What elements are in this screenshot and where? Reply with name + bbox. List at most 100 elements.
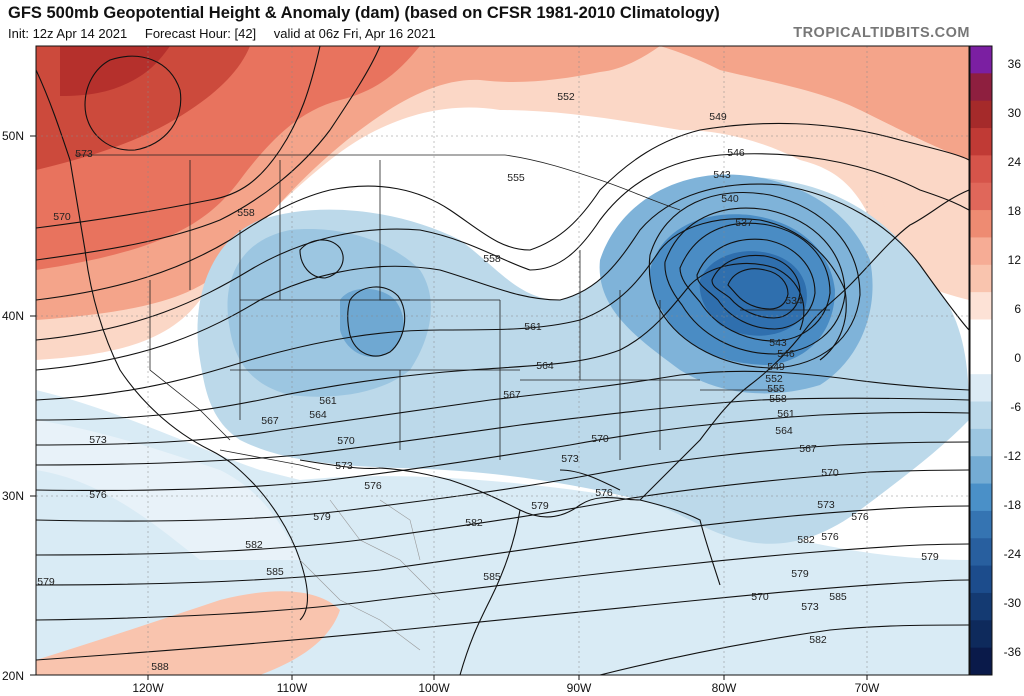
colorbar-frame xyxy=(969,45,993,676)
colorbar-swatch xyxy=(970,73,992,102)
graticule xyxy=(36,46,969,675)
contour-label: 561 xyxy=(524,321,542,333)
forecast-hour: Forecast Hour: [42] xyxy=(144,26,257,41)
colorbar-label: 36 xyxy=(1008,57,1022,71)
contour-label: 558 xyxy=(483,253,501,265)
colorbar-swatch xyxy=(970,592,992,621)
colorbar-swatch xyxy=(970,100,992,129)
lon-label: 80W xyxy=(712,681,737,695)
contour-label: 576 xyxy=(595,487,613,499)
contour-label: 552 xyxy=(557,91,575,103)
colorbar: 36 30 24 18 12 6 0 -6 -12 -18 -24 -30 -36 xyxy=(969,45,1022,676)
anomaly-positive-ne xyxy=(660,46,969,160)
colorbar-swatch xyxy=(970,210,992,238)
contour-label: 549 xyxy=(709,111,727,123)
colorbar-label: -18 xyxy=(1004,498,1022,512)
contour-label: 582 xyxy=(245,539,263,551)
mexico-borders xyxy=(299,499,441,651)
lon-label: 120W xyxy=(132,681,164,695)
anomaly-negative-west-core xyxy=(340,288,404,358)
contour-label: 558 xyxy=(237,207,255,219)
colorbar-label: 18 xyxy=(1008,204,1022,218)
colorbar-swatch xyxy=(970,346,992,375)
init-time: Init: 12z Apr 14 2021 xyxy=(8,26,128,41)
colorbar-swatch xyxy=(970,374,992,403)
latitude-labels: 50N 40N 30N 20N xyxy=(2,129,36,683)
contour-label: 579 xyxy=(791,568,809,580)
contour-label: 564 xyxy=(536,360,554,372)
colorbar-swatch xyxy=(970,155,992,184)
lon-label: 110W xyxy=(277,681,308,695)
colorbar-swatch xyxy=(970,456,992,485)
colorbar-swatch xyxy=(970,46,992,74)
contour-label: 564 xyxy=(309,409,327,421)
contour-label: 585 xyxy=(483,571,501,583)
anomaly-positive-core-nw xyxy=(60,46,170,96)
chart-title: GFS 500mb Geopotential Height & Anomaly … xyxy=(8,4,720,22)
coastlines xyxy=(36,69,969,675)
contour-label: 570 xyxy=(821,467,839,479)
contour-label: 546 xyxy=(727,147,745,159)
longitude-labels: 120W 110W 100W 90W 80W 70W xyxy=(132,675,880,695)
contour-label: 582 xyxy=(809,634,827,646)
colorbar-swatch xyxy=(970,565,992,594)
colorbar-swatch xyxy=(970,319,992,348)
contour-label: 555 xyxy=(507,172,525,184)
lon-label: 100W xyxy=(418,681,450,695)
contour-label: 570 xyxy=(751,591,769,603)
contour-label: 570 xyxy=(53,211,71,223)
lat-label: 40N xyxy=(2,309,24,323)
colorbar-label: -36 xyxy=(1004,645,1022,659)
colorbar-swatch xyxy=(970,428,992,457)
contour-label: 558 xyxy=(769,393,787,405)
contour-label: 585 xyxy=(266,566,284,578)
contour-label: 555 xyxy=(767,383,785,395)
colorbar-swatch xyxy=(970,237,992,266)
contour-label: 573 xyxy=(75,148,93,160)
contour-label: 549 xyxy=(767,361,785,373)
contour-label: 579 xyxy=(313,511,331,523)
colorbar-label: -30 xyxy=(1004,596,1022,610)
contour-label: 543 xyxy=(713,169,731,181)
colorbar-swatch xyxy=(970,292,992,320)
colorbar-swatch xyxy=(970,510,992,539)
contour-label: 564 xyxy=(775,425,793,437)
chart-subtitle: Init: 12z Apr 14 2021 Forecast Hour: [42… xyxy=(8,26,450,41)
colorbar-label: 24 xyxy=(1008,155,1022,169)
contour-label: 570 xyxy=(591,433,609,445)
colorbar-swatch xyxy=(970,620,992,649)
colorbar-swatch xyxy=(970,647,992,676)
contour-label: 567 xyxy=(799,443,817,455)
contour-label: 573 xyxy=(335,460,353,472)
contour-label: 579 xyxy=(921,551,939,563)
lat-label: 30N xyxy=(2,489,24,503)
colorbar-label: 12 xyxy=(1008,253,1022,267)
height-contours xyxy=(36,46,969,675)
watermark: TROPICALTIDBITS.COM xyxy=(793,25,970,41)
lon-label: 90W xyxy=(567,681,592,695)
colorbar-swatch xyxy=(970,483,992,512)
contour-label: 561 xyxy=(777,408,795,420)
colorbar-swatch xyxy=(970,401,992,430)
colorbar-label: -24 xyxy=(1004,547,1022,561)
colorbar-swatch xyxy=(970,128,992,156)
colorbar-swatch xyxy=(970,538,992,567)
map-panel xyxy=(36,46,969,675)
colorbar-label: 30 xyxy=(1008,106,1022,120)
contour-label: 573 xyxy=(89,434,107,446)
contour-label: 573 xyxy=(801,601,819,613)
contour-label: 543 xyxy=(769,337,787,349)
contour-label: 576 xyxy=(364,480,382,492)
contour-label: 552 xyxy=(765,373,783,385)
contour-label: 540 xyxy=(721,193,739,205)
contour-label: 567 xyxy=(261,415,279,427)
colorbar-label: -12 xyxy=(1004,449,1022,463)
contour-label: 570 xyxy=(337,435,355,447)
colorbar-label: -6 xyxy=(1010,400,1021,414)
contour-label: 567 xyxy=(503,389,521,401)
contour-label: 585 xyxy=(829,591,847,603)
lat-label: 50N xyxy=(2,129,24,143)
contour-label: 573 xyxy=(817,499,835,511)
